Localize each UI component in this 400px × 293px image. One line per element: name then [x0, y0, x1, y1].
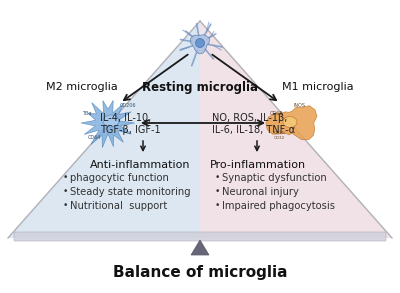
Text: Pro-inflammation: Pro-inflammation [210, 160, 306, 170]
Text: •: • [215, 202, 220, 210]
Text: Nutritional  support: Nutritional support [70, 201, 167, 211]
Text: Anti-inflammation: Anti-inflammation [90, 160, 190, 170]
Text: Synaptic dysfunction: Synaptic dysfunction [222, 173, 327, 183]
Text: iNOS: iNOS [294, 103, 306, 108]
Text: Steady state monitoring: Steady state monitoring [70, 187, 191, 197]
Polygon shape [190, 35, 210, 54]
Text: CD206: CD206 [120, 103, 136, 108]
Text: •: • [63, 188, 68, 197]
Polygon shape [81, 100, 135, 148]
Ellipse shape [283, 117, 297, 127]
Polygon shape [8, 21, 200, 238]
Text: phagocytic function: phagocytic function [70, 173, 169, 183]
Text: •: • [63, 173, 68, 183]
Text: NO, ROS, IL-1β,
IL-6, IL-18, TNF-α: NO, ROS, IL-1β, IL-6, IL-18, TNF-α [212, 113, 295, 135]
Text: Impaired phagocytosis: Impaired phagocytosis [222, 201, 335, 211]
FancyBboxPatch shape [14, 232, 386, 241]
Text: CD64: CD64 [88, 135, 101, 140]
Text: Balance of microglia: Balance of microglia [113, 265, 287, 280]
Text: TBα: TBα [82, 111, 92, 116]
Polygon shape [191, 240, 209, 255]
Text: CD16/
CD32: CD16/ CD32 [274, 131, 286, 140]
Text: Neuronal injury: Neuronal injury [222, 187, 299, 197]
Text: •: • [215, 173, 220, 183]
Circle shape [196, 38, 204, 47]
Polygon shape [200, 21, 392, 238]
Text: M1 microglia: M1 microglia [282, 82, 354, 92]
Polygon shape [266, 106, 317, 140]
Text: M2 microglia: M2 microglia [46, 82, 118, 92]
Text: IL-4, IL-10,
TGF-β, IGF-1: IL-4, IL-10, TGF-β, IGF-1 [100, 113, 161, 135]
Text: •: • [215, 188, 220, 197]
Ellipse shape [103, 115, 119, 127]
Text: •: • [63, 202, 68, 210]
Text: Resting microglia: Resting microglia [142, 81, 258, 93]
Text: CD68: CD68 [270, 111, 283, 116]
